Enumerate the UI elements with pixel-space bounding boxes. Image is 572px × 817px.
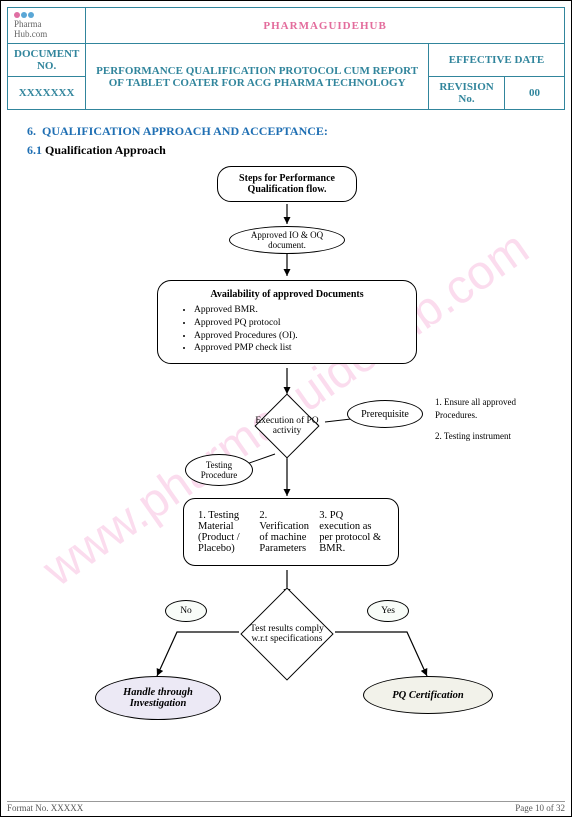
flow-decision-diamond: Test results comply w.r.t specifications <box>241 588 333 680</box>
flow-testproc: Testing Procedure <box>185 454 253 486</box>
avail-item: Approved BMR. <box>194 304 298 317</box>
eff-date-label: EFFECTIVE DATE <box>429 44 565 77</box>
flow-handle: Handle through Investigation <box>95 676 221 720</box>
subsection-title: Qualification Approach <box>45 143 166 157</box>
page-container: www.pharmaguidehub.com Pharma Hub.com PH… <box>0 0 572 817</box>
logo-dots <box>14 12 79 18</box>
page-title: PHARMAGUIDEHUB <box>86 8 565 44</box>
subsection-num: 6.1 <box>27 143 42 157</box>
avail-title: Availability of approved Documents <box>172 289 402 300</box>
footer-right: Page 10 of 32 <box>515 803 565 813</box>
exec-label: Execution of PQ activity <box>255 416 319 436</box>
logo-text1: Pharma <box>14 19 79 29</box>
section-title: QUALIFICATION APPROACH AND ACCEPTANCE: <box>42 124 328 138</box>
logo-dot-icon <box>21 12 27 18</box>
avail-item: Approved PQ protocol <box>194 317 298 330</box>
logo-text2: Hub.com <box>14 29 79 39</box>
flow-no: No <box>165 600 207 622</box>
doc-no-value: XXXXXXX <box>8 77 86 110</box>
doc-no-label: DOCUMENT NO. <box>8 44 86 77</box>
logo-cell: Pharma Hub.com <box>8 8 86 44</box>
footer-left: Format No. XXXXX <box>7 803 83 813</box>
avail-list: Approved BMR. Approved PQ protocol Appro… <box>194 304 298 355</box>
section-num: 6. <box>27 124 36 138</box>
flow-approved-doc: Approved IO & OQ document. <box>229 226 345 254</box>
prereq-note2: 2. Testing instrument <box>435 430 555 443</box>
avail-item: Approved PMP check list <box>194 342 298 355</box>
rev-no-label: REVISION No. <box>429 77 505 110</box>
logo-dot-icon <box>14 12 20 18</box>
header-table: Pharma Hub.com PHARMAGUIDEHUB DOCUMENT N… <box>7 7 565 110</box>
flow-steps-box: 1. Testing Material (Product / Placebo) … <box>183 498 399 566</box>
logo-dot-icon <box>28 12 34 18</box>
flow-start: Steps for Performance Qualification flow… <box>217 166 357 202</box>
flow-yes: Yes <box>367 600 409 622</box>
flow-step: 3. PQ execution as per protocol & BMR. <box>319 510 384 554</box>
flow-step: 1. Testing Material (Product / Placebo) <box>198 510 259 554</box>
decision-label: Test results comply w.r.t specifications <box>244 624 330 644</box>
subsection-heading: 6.1 Qualification Approach <box>27 143 565 158</box>
avail-item: Approved Procedures (OI). <box>194 330 298 343</box>
rev-no-value: 00 <box>505 77 565 110</box>
flow-availability: Availability of approved Documents Appro… <box>157 280 417 364</box>
footer: Format No. XXXXX Page 10 of 32 <box>7 801 565 813</box>
flow-cert: PQ Certification <box>363 676 493 714</box>
doc-subtitle: PERFORMANCE QUALIFICATION PROTOCOL CUM R… <box>86 44 429 110</box>
prereq-note1: 1. Ensure all approved Procedures. <box>435 396 555 421</box>
flow-step: 2. Verification of machine Parameters <box>259 510 319 554</box>
flow-prereq: Prerequisite <box>347 400 423 428</box>
flow-exec-diamond: Execution of PQ activity <box>255 394 319 458</box>
section-heading: 6. QUALIFICATION APPROACH AND ACCEPTANCE… <box>27 124 565 139</box>
flowchart: Steps for Performance Qualification flow… <box>7 158 565 768</box>
